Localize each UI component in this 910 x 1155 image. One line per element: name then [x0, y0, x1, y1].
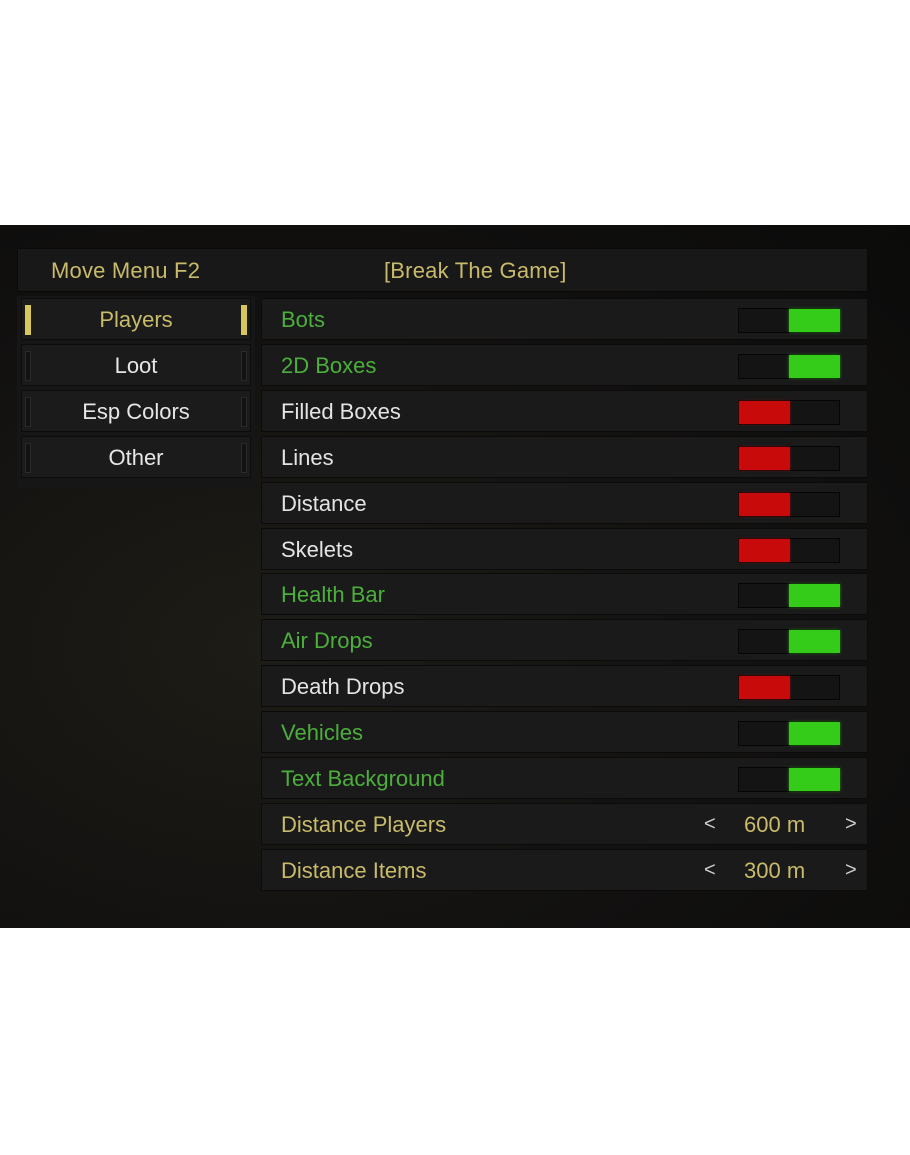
toggle-knob: [789, 768, 840, 791]
toggle-knob: [739, 400, 790, 424]
increase-arrow-icon[interactable]: >: [845, 858, 857, 881]
option-label: Air Drops: [281, 628, 373, 654]
toggle-switch[interactable]: [738, 629, 840, 655]
option-label: Death Drops: [281, 674, 405, 700]
tab-label: Other: [108, 445, 164, 470]
option-bots[interactable]: Bots: [261, 298, 868, 340]
option-label: Filled Boxes: [281, 398, 401, 424]
option-label: Distance Items: [281, 857, 427, 883]
option-2d-boxes[interactable]: 2D Boxes: [261, 343, 868, 386]
toggle-knob: [739, 492, 790, 516]
tab-label: Esp Colors: [82, 399, 190, 424]
option-skelets[interactable]: Skelets: [261, 527, 868, 570]
tab-marker-right: [241, 351, 247, 381]
toggle-knob: [789, 630, 840, 654]
toggle-switch[interactable]: [738, 491, 840, 517]
option-label: Distance: [281, 490, 367, 516]
option-label: Health Bar: [281, 582, 385, 608]
option-text-background[interactable]: Text Background: [261, 757, 868, 799]
tab-players[interactable]: Players: [21, 298, 251, 340]
slider-value: 600 m: [744, 811, 806, 837]
option-distance[interactable]: Distance: [261, 481, 868, 524]
toggle-knob: [789, 722, 840, 746]
toggle-knob: [739, 446, 790, 470]
option-label: Bots: [281, 307, 326, 332]
menu-header[interactable]: Move Menu F2 [Break The Game]: [17, 248, 868, 292]
tab-marker-left: [25, 305, 31, 335]
tab-esp-colors[interactable]: Esp Colors: [21, 390, 251, 432]
decrease-arrow-icon[interactable]: <: [704, 858, 716, 881]
tab-other[interactable]: Other: [21, 436, 251, 478]
move-menu-hint: Move Menu F2: [51, 258, 201, 283]
option-label: Distance Players: [281, 811, 447, 837]
option-label: Vehicles: [281, 720, 363, 746]
option-lines[interactable]: Lines: [261, 435, 868, 478]
tab-marker-right: [241, 305, 247, 335]
tab-marker-left: [25, 351, 31, 381]
toggle-switch[interactable]: [738, 399, 840, 425]
option-vehicles[interactable]: Vehicles: [261, 711, 868, 754]
toggle-switch[interactable]: [738, 767, 840, 792]
toggle-switch[interactable]: [738, 583, 840, 609]
tab-loot[interactable]: Loot: [21, 344, 251, 386]
tab-marker-right: [241, 397, 247, 427]
option-health-bar[interactable]: Health Bar: [261, 573, 868, 616]
toggle-knob: [789, 309, 840, 332]
option-distance-items[interactable]: Distance Items <300 m >: [261, 848, 868, 891]
option-label: 2D Boxes: [281, 352, 377, 378]
menu-title: [Break The Game]: [384, 258, 567, 283]
toggle-switch[interactable]: [738, 537, 840, 563]
toggle-switch[interactable]: [738, 445, 840, 471]
toggle-knob: [789, 584, 840, 608]
toggle-switch[interactable]: [738, 353, 840, 379]
option-label: Skelets: [281, 536, 354, 562]
option-distance-players[interactable]: Distance Players <600 m >: [261, 802, 868, 845]
toggle-knob: [789, 354, 840, 378]
option-label: Text Background: [281, 766, 445, 791]
category-sidebar: Players Loot Esp Colors Other: [17, 296, 255, 488]
tab-label: Players: [99, 307, 173, 332]
tab-marker-left: [25, 443, 31, 473]
toggle-switch[interactable]: [738, 721, 840, 747]
option-death-drops[interactable]: Death Drops: [261, 665, 868, 708]
option-filled-boxes[interactable]: Filled Boxes: [261, 389, 868, 432]
toggle-knob: [739, 676, 790, 700]
tab-marker-left: [25, 397, 31, 427]
option-air-drops[interactable]: Air Drops: [261, 619, 868, 662]
option-label: Lines: [281, 444, 334, 470]
tab-label: Loot: [114, 353, 158, 378]
toggle-knob: [739, 538, 790, 562]
decrease-arrow-icon[interactable]: <: [704, 812, 716, 835]
tab-marker-right: [241, 443, 247, 473]
slider-value: 300 m: [744, 857, 806, 883]
toggle-switch[interactable]: [738, 308, 840, 333]
toggle-switch[interactable]: [738, 675, 840, 701]
increase-arrow-icon[interactable]: >: [845, 812, 857, 835]
